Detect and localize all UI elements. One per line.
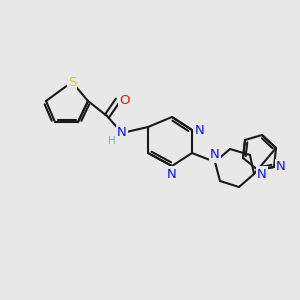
Text: N: N	[210, 148, 220, 161]
Text: N: N	[195, 124, 205, 136]
Text: O: O	[119, 94, 129, 106]
Text: H: H	[108, 136, 116, 146]
Text: N: N	[117, 127, 127, 140]
Text: S: S	[68, 76, 76, 88]
Text: N: N	[257, 167, 267, 181]
Text: N: N	[167, 167, 177, 181]
Text: N: N	[276, 160, 286, 173]
